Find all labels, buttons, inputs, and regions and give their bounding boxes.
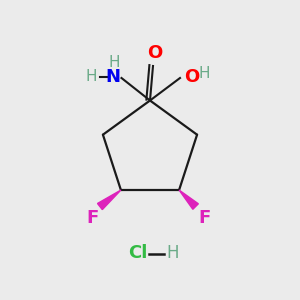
Text: F: F (86, 209, 98, 227)
Text: O: O (147, 44, 162, 62)
Text: O: O (184, 68, 199, 85)
Text: H: H (166, 244, 179, 262)
Text: F: F (199, 209, 211, 227)
Text: H: H (85, 69, 97, 84)
Text: H: H (198, 66, 210, 81)
Polygon shape (98, 190, 121, 210)
Text: H: H (109, 55, 120, 70)
Polygon shape (179, 190, 198, 209)
Text: N: N (106, 68, 121, 85)
Text: Cl: Cl (128, 244, 148, 262)
